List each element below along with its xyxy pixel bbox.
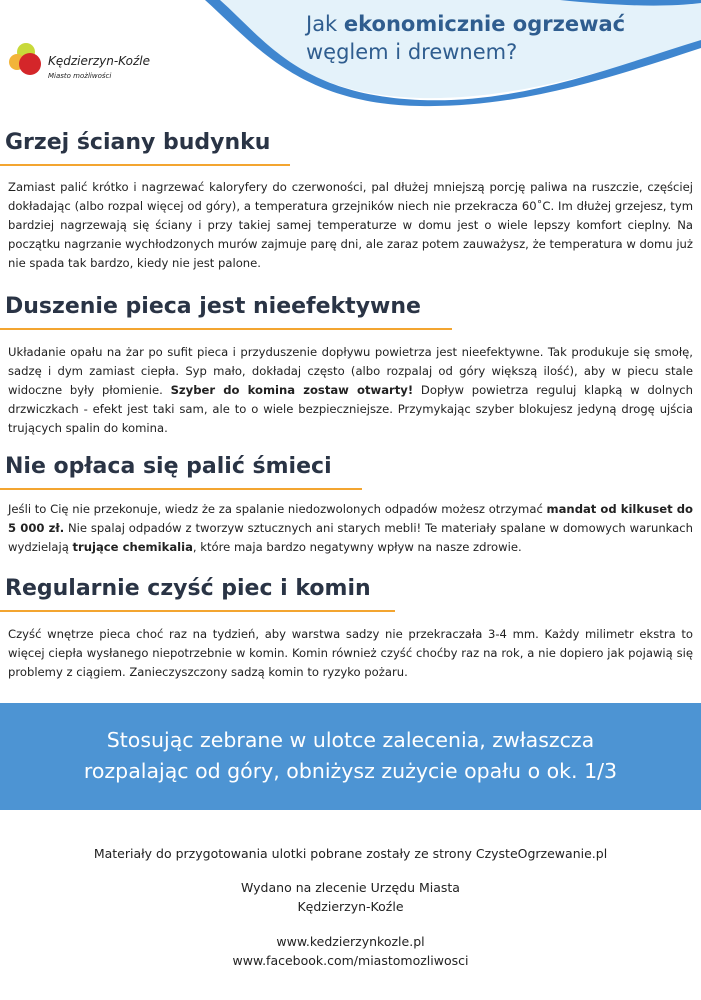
body-bold: Szyber do komina zostaw otwarty! (170, 383, 414, 397)
header-wave-graphic (205, 0, 701, 107)
city-logo-icon (9, 43, 41, 75)
body-text: Czyść wnętrze pieca choć raz na tydzień,… (8, 627, 693, 679)
section-heading: Grzej ściany budynku (5, 130, 271, 155)
footer-facebook-link[interactable]: www.facebook.com/miastomozliwosci (232, 953, 469, 968)
logo-tagline: Miasto możliwości (48, 72, 112, 80)
body-text: Nie spalaj odpadów z tworzyw sztucznych … (8, 521, 693, 554)
heading-underline (0, 488, 362, 490)
page-title: Jak ekonomicznie ogrzewać węglem i drewn… (306, 10, 625, 66)
body-bold: mandat od kilkuset do 5 000 zł. (8, 502, 693, 535)
section-heading: Nie opłaca się palić śmieci (5, 454, 332, 479)
body-bold: trujące chemikalia (72, 540, 193, 554)
body-text: Układanie opału na żar po sufit pieca i … (8, 345, 693, 397)
title-bold: ekonomicznie ogrzewać (343, 12, 626, 36)
footer-issued: Wydano na zlecenie Urzędu Miasta (241, 880, 460, 895)
banner-line1: Stosując zebrane w ulotce zalecenia, zwł… (106, 728, 595, 752)
footer-issuer: Kędzierzyn-Koźle (297, 899, 404, 914)
section-heading: Duszenie pieca jest nieefektywne (5, 294, 421, 319)
body-text: Zamiast palić krótko i nagrzewać kaloryf… (8, 180, 693, 270)
heading-underline (0, 164, 290, 166)
summary-banner: Stosując zebrane w ulotce zalecenia, zwł… (0, 703, 701, 810)
section-body: Układanie opału na żar po sufit pieca i … (8, 343, 693, 438)
section-heading: Regularnie czyść piec i komin (5, 576, 371, 601)
body-text: Dopływ powietrza reguluj klapką w dolnyc… (8, 383, 694, 435)
title-line2: węglem i drewnem? (306, 40, 518, 64)
title-prefix: Jak (306, 12, 344, 36)
section-body: Zamiast palić krótko i nagrzewać kaloryf… (8, 178, 693, 273)
body-text: Jeśli to Cię nie przekonuje, wiedz że za… (8, 502, 547, 516)
section-body: Czyść wnętrze pieca choć raz na tydzień,… (8, 625, 693, 682)
footer-website-link[interactable]: www.kedzierzynkozle.pl (276, 934, 425, 949)
logo-name: Kędzierzyn-Koźle (48, 54, 150, 68)
section-body: Jeśli to Cię nie przekonuje, wiedz że za… (8, 500, 693, 557)
heading-underline (0, 610, 395, 612)
heading-underline (0, 328, 452, 330)
body-text: , które maja bardzo negatywny wpływ na n… (192, 540, 522, 554)
banner-line2: rozpalając od góry, obniżysz zużycie opa… (83, 759, 618, 783)
footer-source: Materiały do przygotowania ulotki pobran… (93, 846, 608, 861)
